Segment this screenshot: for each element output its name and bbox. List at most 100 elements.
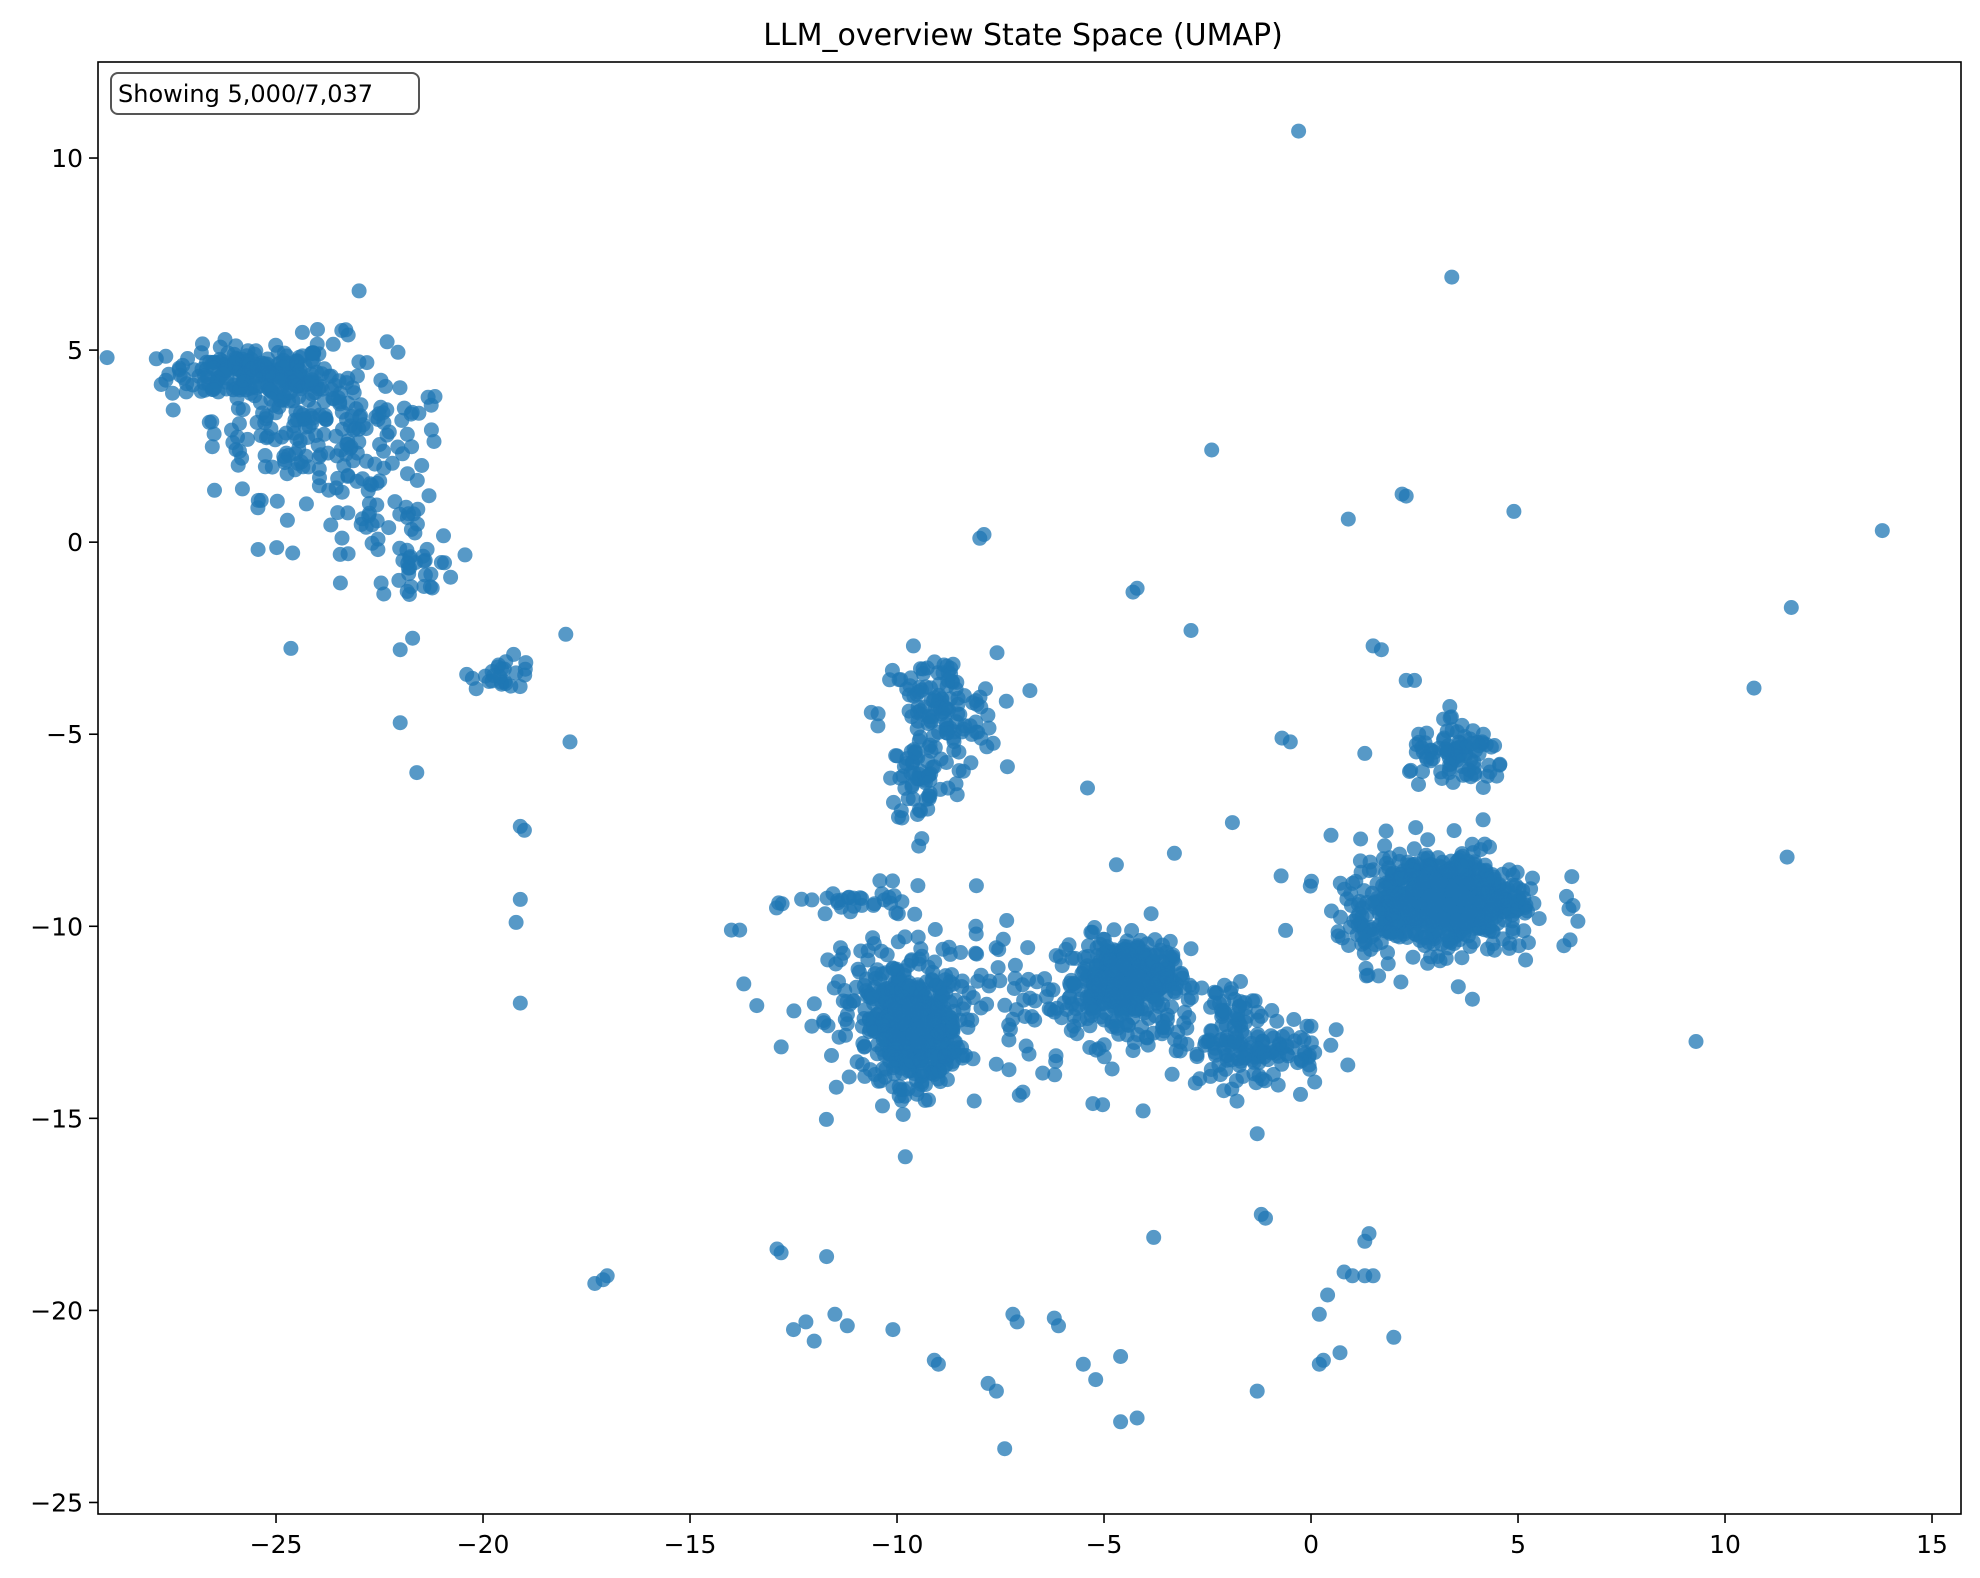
data-point [370,531,386,547]
data-point [1556,938,1572,954]
data-point [1323,827,1339,843]
data-point [309,336,325,352]
data-point [392,540,408,556]
data-point [969,946,985,962]
data-point [895,768,911,784]
data-point [806,1333,822,1349]
data-point [999,913,1015,928]
data-point [1501,862,1517,878]
data-point [1214,1002,1230,1018]
x-tick-label: −10 [871,1530,924,1559]
data-point [1377,838,1393,854]
data-point [1464,735,1480,751]
data-point [972,530,988,546]
data-point [915,666,931,682]
data-point [879,947,895,963]
data-point [1113,1349,1129,1364]
data-point [899,1049,915,1064]
data-point [1492,756,1508,772]
data-point [833,940,848,956]
data-point [1328,1022,1344,1038]
data-point [1307,1074,1323,1090]
data-point [1204,442,1220,458]
data-point [988,1383,1004,1399]
data-point [443,569,459,585]
data-point [1250,1012,1265,1028]
data-point [1146,1229,1162,1245]
data-point [165,385,180,401]
data-point [1086,1004,1102,1020]
data-point [804,892,820,908]
data-point [723,922,739,938]
data-point [1438,741,1454,757]
data-point [1442,710,1458,726]
data-point [945,1019,961,1035]
data-point [894,989,910,1005]
data-point [512,995,528,1011]
data-point [1423,949,1439,965]
data-point [250,542,266,557]
data-point [875,1032,891,1048]
data-point [901,687,917,703]
data-point [358,453,374,469]
data-point [839,1318,855,1334]
data-point [1162,933,1178,949]
data-point [1415,764,1430,780]
data-point [1051,1318,1066,1334]
data-point [225,435,241,451]
data-point [1371,968,1387,984]
data-point [207,482,222,498]
data-point [562,734,578,750]
data-point [351,354,367,370]
data-point [816,1015,832,1031]
data-point [875,1098,890,1114]
data-point [1183,941,1199,957]
data-point [1173,965,1189,981]
data-point [340,468,356,484]
data-point [1411,726,1427,742]
data-point [599,1268,615,1284]
data-point [421,488,437,504]
data-point [1128,980,1144,996]
data-point [749,998,765,1014]
data-point [340,327,356,343]
data-point [856,1039,872,1055]
data-point [786,1003,802,1019]
data-point [312,407,328,423]
data-point [937,1048,953,1064]
data-point [978,681,993,697]
data-point [1141,1010,1157,1026]
data-point [1265,1066,1281,1082]
data-point [268,337,284,353]
data-point [1454,950,1470,966]
data-point [1135,1103,1151,1119]
data-point [1487,738,1503,753]
data-point [390,439,406,455]
data-point [1194,980,1210,996]
data-point [153,377,169,392]
sample-count-note: Showing 5,000/7,037 [110,72,420,115]
data-point [896,967,912,983]
data-point [1874,523,1890,539]
data-point [1047,1067,1063,1083]
data-point [186,362,202,378]
data-point [1129,1410,1145,1426]
data-point [890,934,906,950]
data-point [1129,968,1145,984]
data-point [282,385,298,400]
data-point [997,1441,1013,1457]
data-point [279,466,295,482]
data-point [999,759,1015,775]
data-point [989,645,1005,661]
data-point [1249,1126,1265,1142]
data-point [828,956,844,972]
y-axis: 10 5 0 −5 −10 −15 −20 −25 [30,144,98,1517]
data-point [1293,1086,1308,1102]
data-point [870,718,886,734]
y-tick-label: −10 [30,912,83,941]
data-point [923,714,939,730]
data-point [1226,1018,1242,1034]
data-point [966,1093,982,1109]
data-point [879,980,895,996]
data-point [1088,1372,1104,1388]
